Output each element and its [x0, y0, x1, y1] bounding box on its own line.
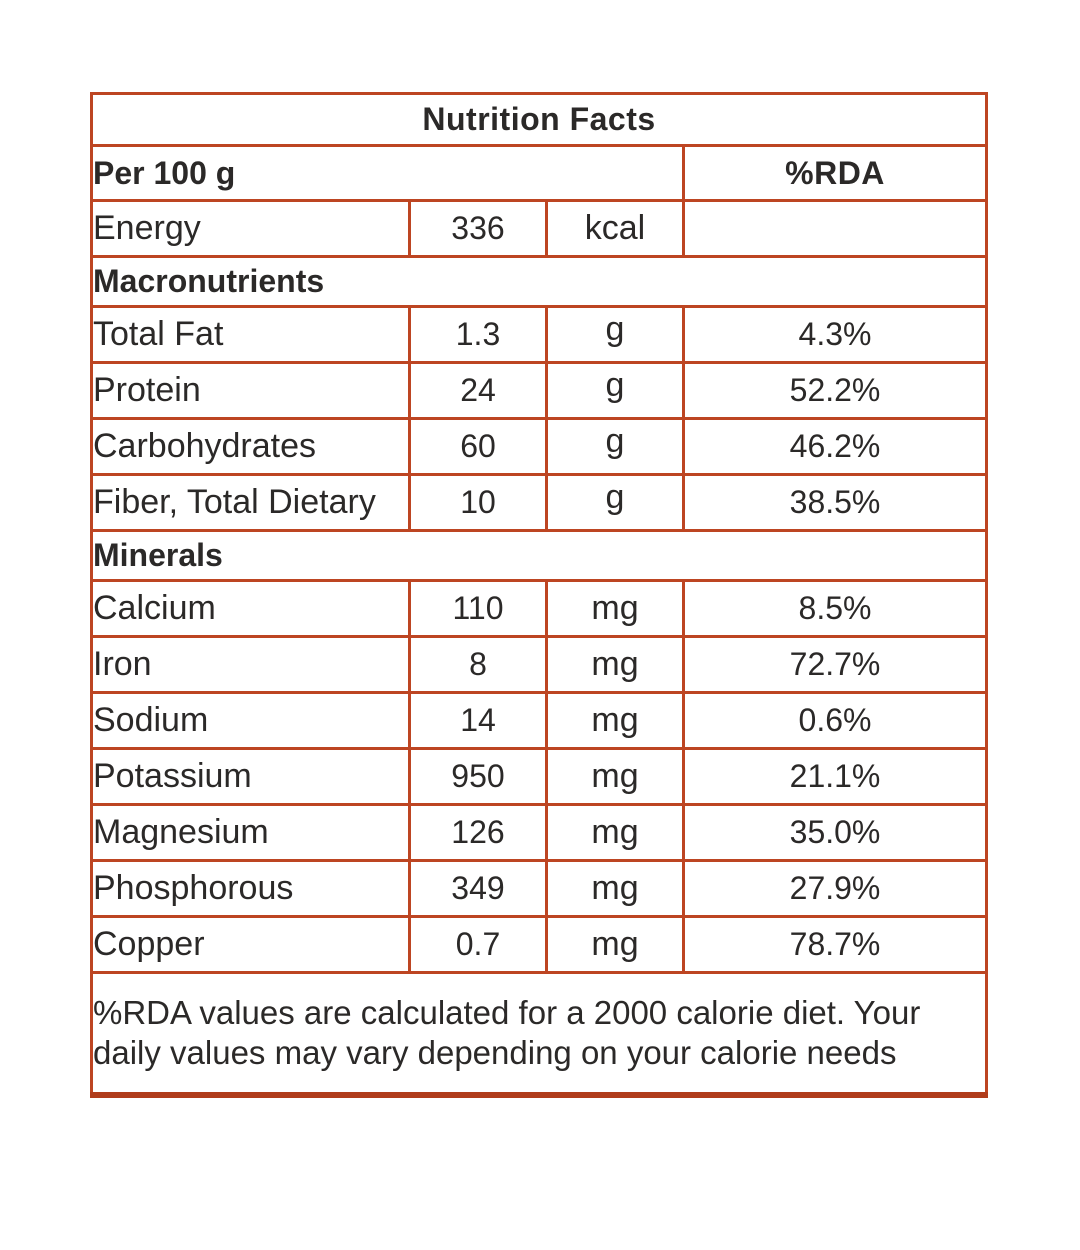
potassium-row: Potassium 950 mg 21.1% [90, 747, 989, 806]
nutrient-label: Sodium [90, 691, 411, 750]
macronutrients-section-row: Macronutrients [89, 255, 989, 308]
nutrient-rda: 27.9% [681, 859, 989, 918]
nutrient-rda: 38.5% [681, 473, 989, 532]
nutrient-label: Iron [90, 635, 411, 694]
nutrient-rda: 52.2% [681, 361, 989, 420]
nutrient-unit: mg [545, 747, 685, 806]
nutrient-label: Fiber, Total Dietary [90, 473, 411, 532]
nutrient-label: Energy [90, 199, 411, 258]
fiber-row: Fiber, Total Dietary 10 g 38.5% [90, 473, 989, 532]
nutrient-value: 1.3 [408, 305, 548, 364]
nutrient-rda: 4.3% [681, 305, 989, 364]
nutrient-label: Phosphorous [90, 859, 411, 918]
nutrient-value: 110 [408, 579, 548, 638]
nutrient-value: 0.7 [408, 915, 548, 974]
nutrient-rda: 8.5% [681, 579, 989, 638]
nutrient-unit: mg [545, 579, 685, 638]
calcium-row: Calcium 110 mg 8.5% [90, 579, 989, 638]
magnesium-row: Magnesium 126 mg 35.0% [90, 803, 989, 862]
nutrient-rda: 0.6% [681, 691, 989, 750]
section-title: Macronutrients [89, 255, 989, 308]
nutrient-label: Copper [90, 915, 411, 974]
energy-row: Energy 336 kcal [90, 199, 989, 258]
nutrient-rda: 21.1% [681, 747, 989, 806]
rda-footnote: %RDA values are calculated for a 2000 ca… [89, 971, 989, 1096]
nutrient-label: Magnesium [90, 803, 411, 862]
nutrient-value: 126 [408, 803, 548, 862]
title-row: Nutrition Facts [89, 92, 989, 147]
carbohydrates-row: Carbohydrates 60 g 46.2% [90, 417, 989, 476]
minerals-section-row: Minerals [89, 529, 989, 582]
nutrient-label: Calcium [90, 579, 411, 638]
sodium-row: Sodium 14 mg 0.6% [90, 691, 989, 750]
nutrient-unit: g [545, 417, 685, 476]
table-title: Nutrition Facts [89, 92, 989, 147]
nutrient-label: Carbohydrates [90, 417, 411, 476]
nutrient-unit: mg [545, 691, 685, 750]
nutrient-label: Total Fat [90, 305, 411, 364]
nutrient-rda: 78.7% [681, 915, 989, 974]
nutrient-value: 8 [408, 635, 548, 694]
copper-row: Copper 0.7 mg 78.7% [90, 915, 989, 974]
total-fat-row: Total Fat 1.3 g 4.3% [90, 305, 989, 364]
nutrient-rda: 72.7% [681, 635, 989, 694]
nutrient-unit: g [545, 305, 685, 364]
nutrient-unit: g [545, 473, 685, 532]
footnote-row: %RDA values are calculated for a 2000 ca… [89, 971, 989, 1096]
rda-header: %RDA [681, 144, 989, 202]
nutrient-value: 14 [408, 691, 548, 750]
nutrient-value: 950 [408, 747, 548, 806]
nutrient-value: 24 [408, 361, 548, 420]
nutrient-unit: mg [545, 803, 685, 862]
protein-row: Protein 24 g 52.2% [90, 361, 989, 420]
nutrient-rda: 35.0% [681, 803, 989, 862]
serving-size-header: Per 100 g [90, 144, 685, 202]
nutrient-value: 349 [408, 859, 548, 918]
nutrient-value: 60 [408, 417, 548, 476]
nutrition-facts-table: Nutrition Facts Per 100 g %RDA Energy 33… [89, 92, 989, 1098]
column-header-row: Per 100 g %RDA [90, 144, 989, 202]
nutrient-unit: mg [545, 859, 685, 918]
nutrient-unit: kcal [545, 199, 685, 258]
nutrient-unit: mg [545, 635, 685, 694]
nutrient-rda [681, 199, 989, 258]
nutrient-label: Potassium [90, 747, 411, 806]
nutrient-value: 10 [408, 473, 548, 532]
iron-row: Iron 8 mg 72.7% [90, 635, 989, 694]
nutrient-unit: g [545, 361, 685, 420]
nutrient-value: 336 [408, 199, 548, 258]
nutrient-unit: mg [545, 915, 685, 974]
phosphorous-row: Phosphorous 349 mg 27.9% [90, 859, 989, 918]
section-title: Minerals [89, 529, 989, 582]
nutrient-rda: 46.2% [681, 417, 989, 476]
nutrient-label: Protein [90, 361, 411, 420]
